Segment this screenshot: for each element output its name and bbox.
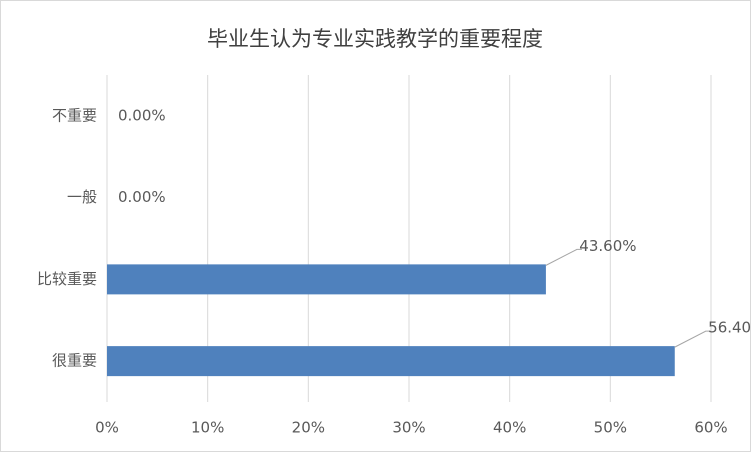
y-tick-label: 不重要 [52,106,97,124]
data-label: 43.60% [579,237,636,255]
x-tick-label: 60% [694,419,727,437]
x-tick-label: 30% [392,419,425,437]
data-label: 0.00% [118,188,166,206]
chart-title: 毕业生认为专业实践教学的重要程度 [207,27,543,51]
x-tick-label: 0% [95,419,119,437]
data-label: 56.40% [708,319,751,337]
x-tick-label: 40% [493,419,526,437]
x-tick-label: 20% [292,419,325,437]
leader-line [674,330,711,348]
leader-line [545,248,582,266]
y-tick-label: 比较重要 [37,270,97,288]
bar [107,346,675,377]
data-label: 0.00% [118,106,166,124]
bar [107,264,546,295]
x-tick-label: 50% [594,419,627,437]
y-tick-label: 一般 [67,188,97,206]
x-tick-label: 10% [191,419,224,437]
y-tick-label: 很重要 [52,352,97,370]
